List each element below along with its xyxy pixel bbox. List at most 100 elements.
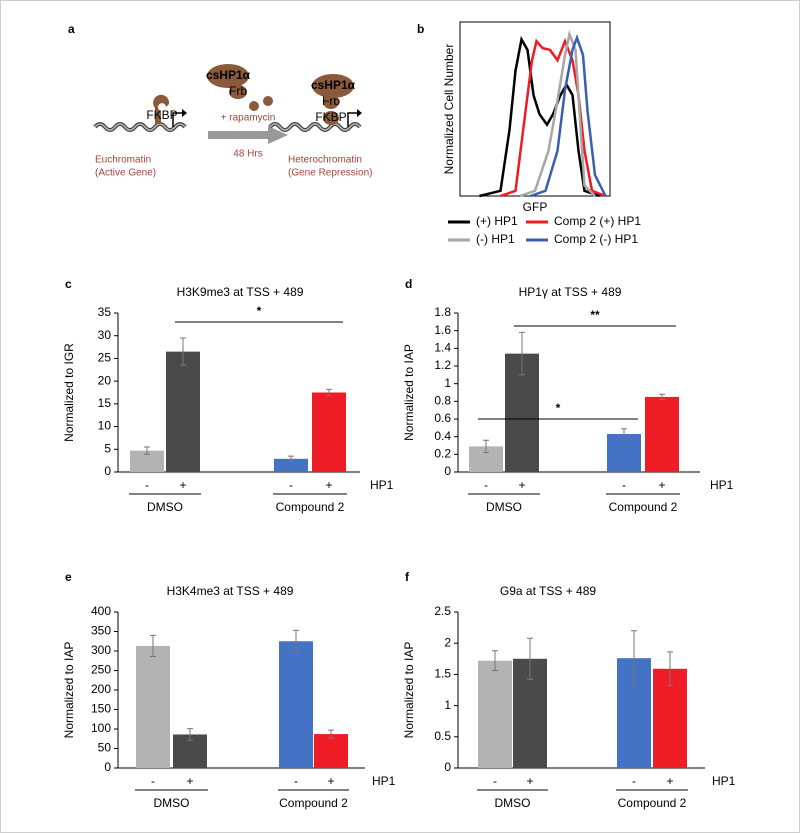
significance-label: * [257,304,262,318]
group-label: DMSO [495,796,531,810]
y-tick-label: 0 [444,464,451,478]
x-tick-label: - [493,774,497,788]
group-label: Compound 2 [609,500,678,514]
y-tick-label: 0.8 [434,394,451,408]
legend-label: Comp 2 (-) HP1 [554,232,638,246]
y-tick-label: 2.5 [434,604,451,618]
x-tick-label: + [327,774,334,788]
chart-title: H3K9me3 at TSS + 489 [177,285,304,299]
panel-letter: c [65,277,72,291]
group-axis-label: HP1 [710,478,734,492]
tss-left-head [182,109,187,117]
error-bar [293,629,299,653]
group-label: Compound 2 [279,796,348,810]
bar [130,450,164,472]
significance-label: ** [590,308,600,322]
group-axis-label: HP1 [712,774,736,788]
tss-left [172,112,182,127]
rapamycin [263,96,273,106]
fkbp-label: FKBP [315,110,346,124]
bar [645,396,679,472]
bar [166,351,200,472]
error-bar [621,428,627,440]
bar [314,734,348,768]
chart-title: H3K4me3 at TSS + 489 [167,584,294,598]
y-tick-label: 0.2 [434,447,451,461]
y-axis-label: Normalized to IAP [62,642,76,739]
bar [478,660,512,768]
duration: 48 Hrs [233,149,262,160]
y-tick-label: 0 [104,760,111,774]
x-tick-label: - [145,478,149,492]
group-label: Compound 2 [618,796,687,810]
group-label: DMSO [486,500,522,514]
left-sub: (Active Gene) [95,168,156,179]
frb-free [229,85,247,99]
y-tick-label: 0.4 [434,429,451,443]
y-tick-label: 1 [444,698,451,712]
panel-letter: d [405,277,412,291]
plot-frame [459,21,611,197]
group-axis-label: HP1 [370,478,394,492]
chart-title: HP1γ at TSS + 489 [519,285,622,299]
histogram-line [530,33,607,198]
bar [279,641,313,768]
error-bar [483,439,489,454]
tss-right-head [357,109,362,117]
x-tick-label: - [484,478,488,492]
y-tick-label: 1.5 [434,667,451,681]
diagram: a FKBP csHP1α Frb + rapamycin 48 Hrs FKB… [68,22,372,178]
tss-right [347,112,357,127]
bar [274,458,308,472]
histogram-line [479,35,600,198]
y-tick-label: 1.8 [434,305,451,319]
panel-letter: a [68,22,75,36]
fkbp-right [323,111,339,125]
y-tick-label: 35 [98,305,112,319]
rapamycin [249,101,259,111]
x-tick-label: - [294,774,298,788]
fkbp-label: FKBP [146,108,177,122]
x-tick-label: + [179,478,186,492]
chart-title: G9a at TSS + 489 [500,584,597,598]
y-tick-label: 0.6 [434,411,451,425]
error-bar [527,637,533,680]
y-tick-label: 100 [91,721,111,735]
error-bar [659,393,665,401]
y-tick-label: 10 [98,419,112,433]
y-tick-label: 50 [98,741,112,755]
y-tick-label: 5 [104,441,111,455]
protein-free [207,64,249,88]
y-tick-label: 25 [98,351,112,365]
error-bar [519,331,525,376]
y-tick-label: 15 [98,396,112,410]
dna-right-strand [269,123,361,131]
x-tick-label: + [658,478,665,492]
y-tick-label: 20 [98,373,112,387]
y-axis-label: Normalized to IAP [402,344,416,441]
legend-label: (-) HP1 [476,232,515,246]
y-tick-label: 150 [91,702,111,716]
y-tick-label: 1.2 [434,358,451,372]
error-bar [144,446,150,455]
panel-letter: f [405,570,410,584]
protein-label: csHP1α [206,68,251,82]
fkbp-left [153,94,170,124]
y-tick-label: 300 [91,643,111,657]
significance-label: * [556,401,561,415]
right-sub: (Gene Repression) [288,168,372,179]
group-label: Compound 2 [276,500,345,514]
error-bar [328,729,334,739]
legend-label: (+) HP1 [476,214,518,228]
bar [607,434,641,472]
group-axis-label: HP1 [372,774,396,788]
x-tick-label: - [632,774,636,788]
y-axis-label: Normalized to IGR [62,343,76,442]
y-tick-label: 1.4 [434,341,451,355]
dna-left-strand [94,123,186,131]
x-tick-label: - [622,478,626,492]
histogram-line [519,29,596,198]
protein-label: csHP1α [311,78,356,92]
